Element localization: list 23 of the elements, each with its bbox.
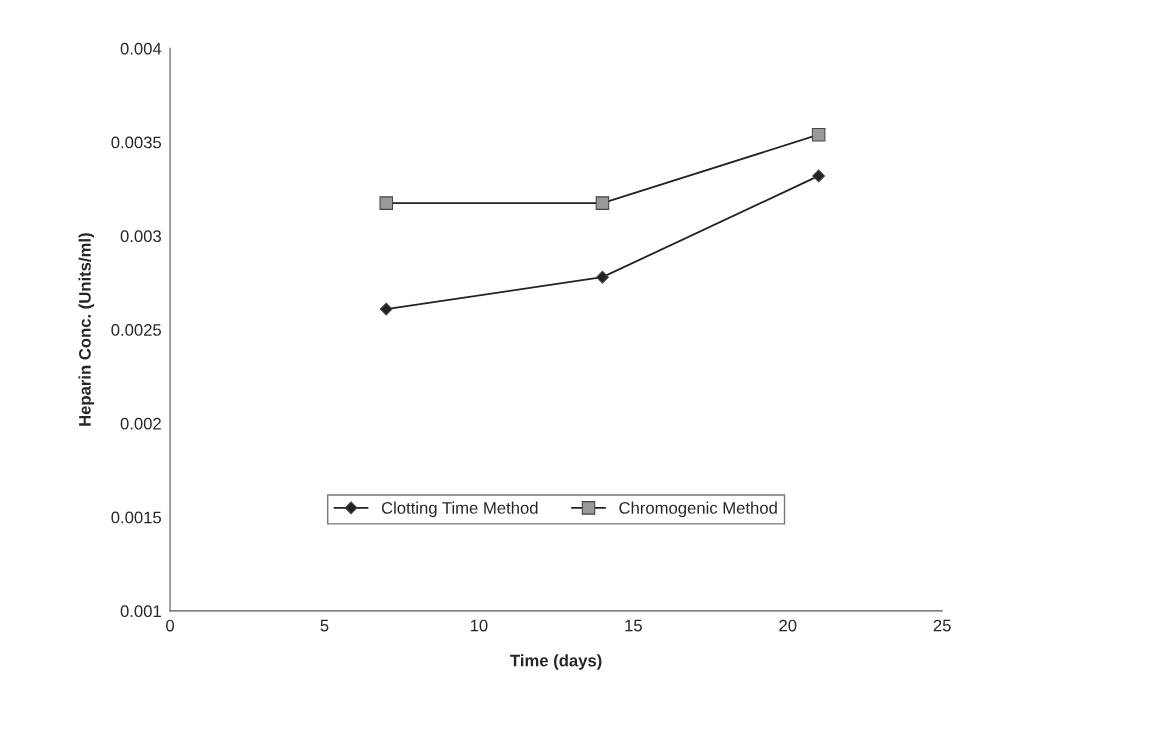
point <box>595 196 610 210</box>
point <box>812 169 826 183</box>
y-axis-title: Heparin Conc. (Units/ml) <box>78 233 95 426</box>
point <box>596 270 609 284</box>
x-tick-label: 10 <box>470 619 488 632</box>
y-tick-label: 0.0035 <box>111 136 162 149</box>
y-tick-label: 0.001 <box>120 605 161 618</box>
x-axis-title: Time (days) <box>510 654 602 670</box>
legend-label: Chromogenic Method <box>619 501 777 518</box>
x-tick-label: 25 <box>933 619 951 632</box>
x-tick-label: 0 <box>166 619 175 632</box>
x-tick-label: 5 <box>320 619 329 632</box>
x-tick-label: 15 <box>625 619 642 632</box>
y-tick-label: 0.0015 <box>111 511 162 524</box>
point <box>379 196 394 210</box>
y-tick-label: 0.0025 <box>111 324 162 336</box>
x-tick-label: 20 <box>779 619 797 632</box>
legend-label: Clotting Time Method <box>381 501 538 518</box>
point <box>811 127 826 142</box>
y-tick-label: 0.002 <box>120 417 161 430</box>
y-tick-label: 0.003 <box>120 230 161 243</box>
y-tick-label: 0.004 <box>120 42 162 55</box>
point <box>379 302 393 316</box>
